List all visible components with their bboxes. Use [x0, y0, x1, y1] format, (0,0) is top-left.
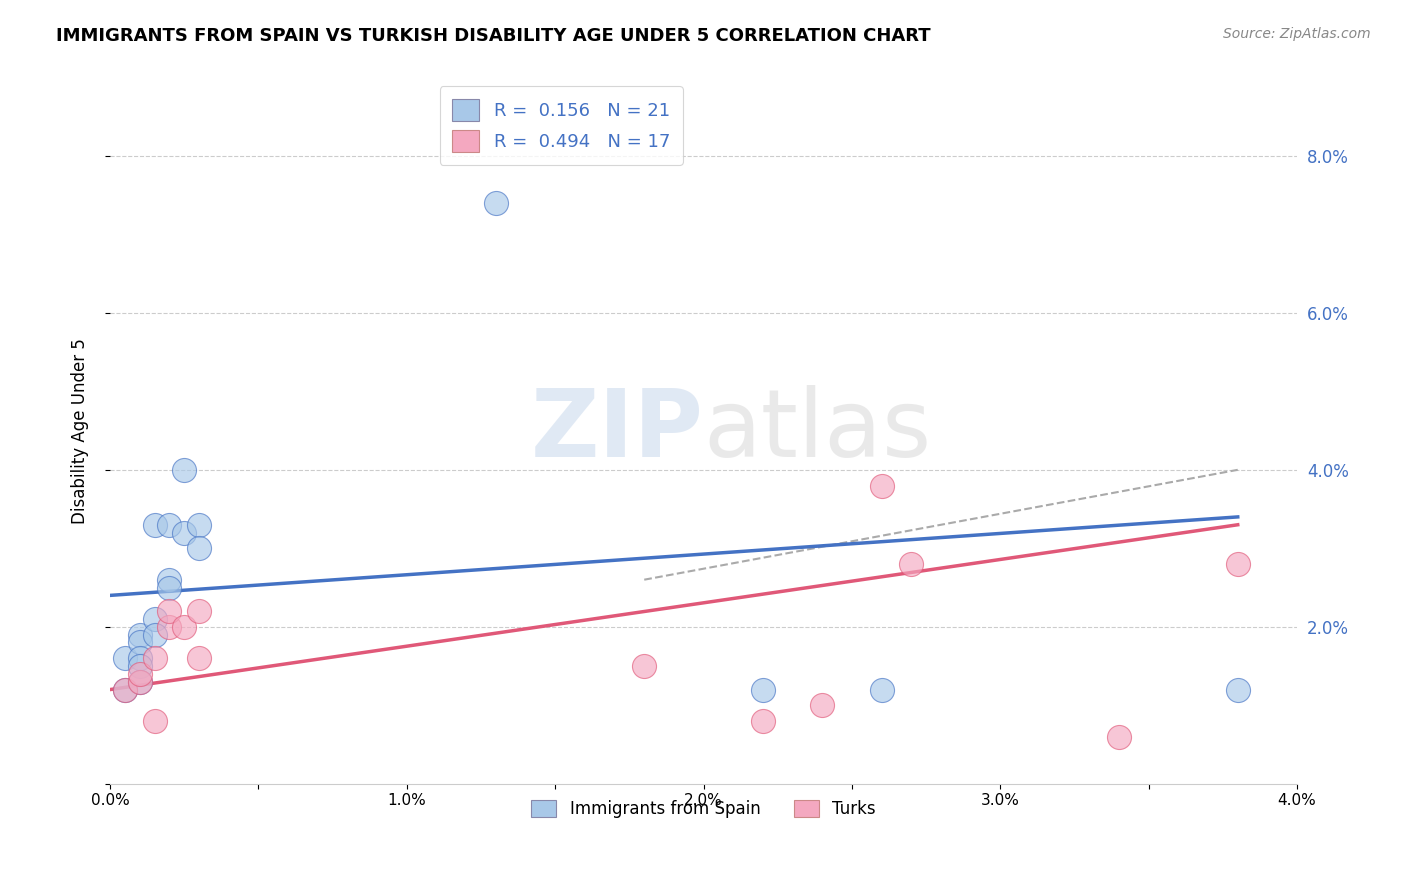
Point: [188, 541, 211, 556]
Point: [173, 620, 195, 634]
Point: [870, 478, 893, 492]
Text: IMMIGRANTS FROM SPAIN VS TURKISH DISABILITY AGE UNDER 5 CORRELATION CHART: IMMIGRANTS FROM SPAIN VS TURKISH DISABIL…: [56, 27, 931, 45]
Point: [173, 463, 195, 477]
Point: [114, 682, 136, 697]
Point: [752, 682, 775, 697]
Point: [188, 604, 211, 618]
Point: [128, 627, 150, 641]
Point: [114, 651, 136, 665]
Point: [1108, 730, 1130, 744]
Point: [128, 651, 150, 665]
Point: [173, 525, 195, 540]
Point: [143, 612, 166, 626]
Point: [1226, 557, 1249, 571]
Legend: Immigrants from Spain, Turks: Immigrants from Spain, Turks: [524, 793, 883, 825]
Text: ZIP: ZIP: [530, 384, 703, 476]
Point: [1226, 682, 1249, 697]
Text: Source: ZipAtlas.com: Source: ZipAtlas.com: [1223, 27, 1371, 41]
Point: [114, 682, 136, 697]
Point: [159, 604, 181, 618]
Point: [159, 581, 181, 595]
Point: [128, 635, 150, 649]
Point: [159, 620, 181, 634]
Point: [188, 651, 211, 665]
Point: [128, 659, 150, 673]
Point: [128, 674, 150, 689]
Point: [870, 682, 893, 697]
Point: [143, 517, 166, 532]
Y-axis label: Disability Age Under 5: Disability Age Under 5: [72, 338, 89, 524]
Point: [128, 666, 150, 681]
Point: [752, 714, 775, 728]
Point: [128, 674, 150, 689]
Point: [159, 573, 181, 587]
Point: [485, 196, 508, 211]
Point: [143, 627, 166, 641]
Point: [633, 659, 655, 673]
Point: [188, 517, 211, 532]
Text: atlas: atlas: [703, 384, 932, 476]
Point: [159, 517, 181, 532]
Point: [900, 557, 922, 571]
Point: [143, 651, 166, 665]
Point: [143, 714, 166, 728]
Point: [811, 698, 834, 713]
